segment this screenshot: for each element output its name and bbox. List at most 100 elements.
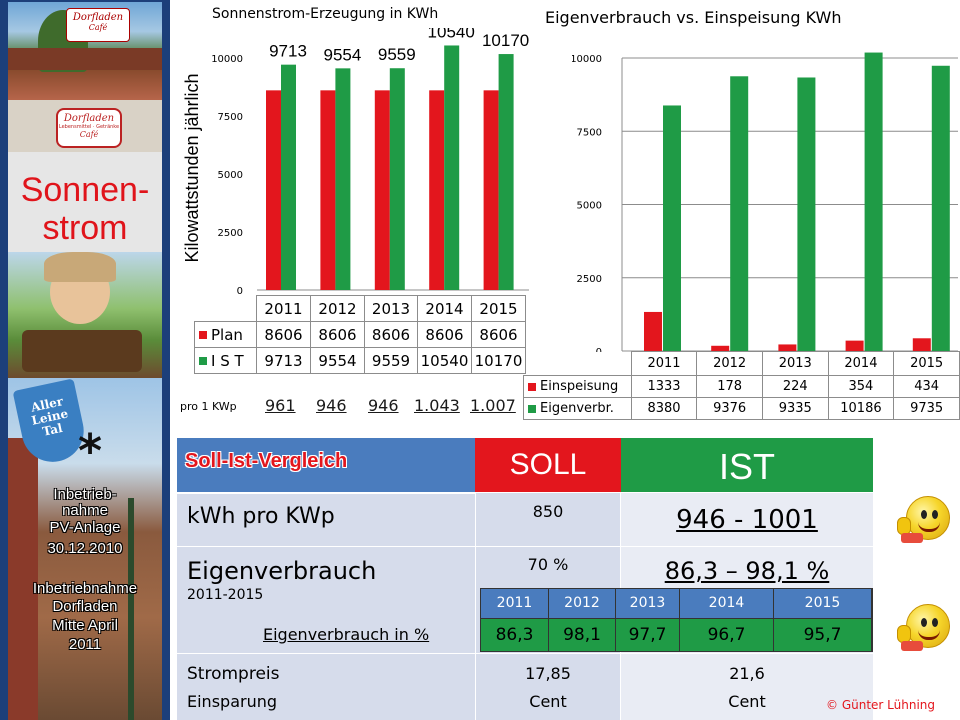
eigenverbrauch-year: 2012 [549, 589, 616, 618]
ist-header-cell: IST [621, 438, 873, 492]
chart1-table-year: 2011 [256, 295, 311, 322]
chart1-table-year: 2015 [471, 295, 526, 322]
note-shop-line-2: Dorfladen [52, 598, 118, 615]
row-eigen-label-cell: Eigenverbrauch 2011-2015 Eigenverbrauch … [177, 547, 475, 653]
legend-eigenverbrauch: Eigenverbr. [523, 397, 632, 420]
chart1-data-table: 2011 2012 2013 2014 2015 [256, 295, 526, 322]
sidebar-title-line-1: Sonnen- [20, 171, 150, 209]
chart1-bar-plan [429, 90, 445, 290]
eigenverbrauch-percent-value: 98,1 [549, 618, 616, 651]
street-photo: Aller Leine Tal [8, 378, 162, 720]
chart1-data-label: 10170 [482, 31, 529, 50]
eigenverbrauch-year: 2015 [774, 589, 872, 618]
legend-einspeisung-label: Einspeisung [540, 379, 619, 394]
shop-sign-photo: Dorfladen Lebensmittel · Getränke Café [8, 100, 162, 152]
chart2-cell: 178 [696, 375, 763, 398]
chart1-y-tick: 5000 [218, 170, 243, 181]
chart2-y-tick: 0 [596, 347, 602, 352]
chart1-table-year: 2012 [310, 295, 365, 322]
row-kwh-ist-cell: 946 - 1001 [621, 493, 873, 546]
eigenverbrauch-percent-link[interactable]: Eigenverbrauch in % [263, 625, 430, 644]
chart2-bar-eigenverbrauch [864, 52, 883, 351]
chart2-bar-eigenverbrauch [730, 76, 749, 351]
note-shop-line-3: Mitte April [52, 617, 118, 634]
chart1-y-axis-label: Kilowattstunden jährlich [182, 73, 202, 262]
chart1-data-label: 9554 [323, 45, 361, 64]
chart1-cell: 8606 [471, 321, 526, 348]
chart2-y-tick: 2500 [577, 274, 602, 285]
row-strom-label-cell: Strompreis Einsparung [177, 654, 475, 720]
eigenverbrauch-percent-value: 97,7 [616, 618, 680, 651]
legend-swatch-green [528, 404, 536, 413]
asterisk-mark: * [78, 424, 103, 478]
row-eigen-soll: 70 % [527, 555, 569, 574]
child-cap [44, 252, 116, 282]
chart2-title: Eigenverbrauch vs. Einspeisung KWh [545, 8, 842, 27]
chart2-cell: 9335 [761, 397, 829, 420]
chart2-cell: 9735 [893, 397, 960, 420]
note-pv-line-1: Inbetrieb- [53, 486, 117, 503]
chart1-table-year: 2014 [417, 295, 472, 322]
chart1-y-tick: 2500 [218, 228, 243, 239]
roof-shape [8, 48, 162, 70]
chart1-cell: 10170 [471, 347, 526, 374]
chart1-cell: 8606 [364, 321, 418, 348]
chart2-bar-eigenverbrauch [797, 77, 816, 351]
chart1-cell: 9713 [256, 347, 311, 374]
chart2-cell: 10186 [827, 397, 895, 420]
chart1-y-tick: 0 [237, 286, 243, 297]
shop-sign-name: Dorfladen [72, 12, 124, 23]
chart1-bar-ist [389, 68, 405, 290]
shop-sign: Dorfladen Café [66, 8, 130, 42]
chart1-table-year: 2013 [364, 295, 418, 322]
chart1-bar-plan [320, 90, 336, 290]
chart1-title: Sonnenstrom-Erzeugung in KWh [212, 6, 439, 22]
legend-swatch-green [199, 357, 207, 365]
chart1-data-label: 9559 [378, 45, 416, 64]
note-pv-line-4: 30.12.2010 [47, 540, 123, 557]
child-with-basket-photo [8, 252, 162, 378]
chart1-table-header-row: 2011 2012 2013 2014 2015 [256, 295, 526, 322]
chart1-cell: 10540 [417, 347, 472, 374]
chart2-table-header-row: 2011 2012 2013 2014 2015 [523, 351, 960, 376]
legend-plan-label: Plan [211, 325, 243, 344]
chart1-bar-ist [444, 45, 460, 290]
chart1-cell: 9559 [364, 347, 418, 374]
note-shop-line-4: 2011 [68, 636, 102, 653]
row-strom-ist: 21,6 [729, 664, 765, 683]
chart1-bar-plan [374, 90, 390, 290]
basket [22, 330, 142, 372]
pro-kwp-value: 1.007 [470, 396, 516, 415]
chart2-cell: 434 [893, 375, 960, 398]
chart1-cell: 9554 [310, 347, 365, 374]
chart2-bar-einspeisung [644, 311, 662, 351]
shop-sign-cafe: Café [88, 23, 108, 32]
eigenverbrauch-year-table: 2011 2012 2013 2014 2015 86,3 98,1 97,7 96,7 95,… [480, 588, 873, 652]
row-kwh-label-cell: kWh pro KWp [177, 493, 475, 546]
soll-ist-comparison: Soll-Ist-Vergleich SOLL IST kWh pro KWp … [177, 438, 873, 720]
row-strom-ist-unit: Cent [728, 692, 766, 711]
soll-header-cell: SOLL [475, 438, 621, 492]
chart1-data-label: 9713 [269, 42, 307, 61]
chart1-bar-ist [335, 68, 351, 290]
eigenverbrauch-percent-value: 86,3 [481, 618, 549, 651]
chart2-cell: 9376 [696, 397, 763, 420]
chart2-bar-einspeisung [912, 338, 931, 351]
chart2-table-year: 2012 [696, 351, 763, 376]
chart1-bar-plan [483, 90, 499, 290]
chart1-cell: 8606 [310, 321, 365, 348]
chart2-table-year: 2011 [630, 351, 698, 376]
pro-kwp-value: 946 [368, 396, 399, 415]
legend-swatch-red [528, 382, 536, 391]
note-pv-line-2: nahme [62, 502, 108, 519]
chart1-data-rows: Plan 8606 8606 8606 8606 8606 I S T 9713… [194, 321, 526, 374]
chart2-row-einspeisung: Einspeisung 1333 178 224 354 434 [523, 375, 960, 398]
chart2-plot: 0 2500 5000 7500 10000 [572, 52, 958, 352]
title-panel [8, 152, 162, 252]
row-strom-ist-cell: 21,6 Cent [621, 654, 873, 720]
chart2-bar-eigenverbrauch [663, 105, 681, 351]
chart2-table-year: 2014 [827, 351, 895, 376]
pro-kwp-value: 961 [265, 396, 296, 415]
chart2-bar-einspeisung [711, 345, 730, 351]
pro-kwp-value: 946 [316, 396, 347, 415]
